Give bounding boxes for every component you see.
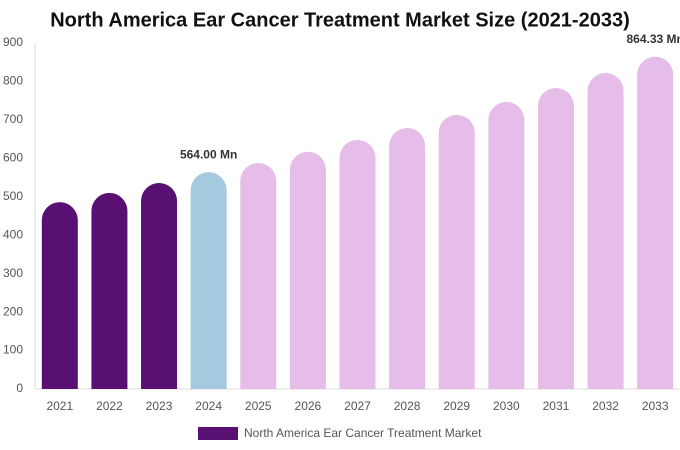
bar (488, 101, 525, 390)
bar (537, 87, 574, 389)
x-tick-label: 2032 (592, 399, 619, 413)
x-tick-label: 2030 (493, 399, 520, 413)
bar (240, 162, 277, 389)
y-tick-label: 500 (3, 189, 23, 203)
x-tick-label: 2023 (146, 399, 173, 413)
y-tick-label: 400 (3, 227, 23, 241)
y-tick-label: 100 (3, 343, 23, 357)
bar (438, 114, 475, 389)
chart-title: North America Ear Cancer Treatment Marke… (50, 9, 630, 31)
x-tick-label: 2028 (394, 399, 421, 413)
x-tick-label: 2029 (443, 399, 470, 413)
y-tick-label: 300 (3, 266, 23, 280)
y-tick-label: 900 (3, 35, 23, 49)
x-tick-label: 2021 (46, 399, 73, 413)
x-tick-label: 2031 (543, 399, 570, 413)
x-tick-label: 2033 (642, 399, 669, 413)
y-tick-label: 700 (3, 112, 23, 126)
bar (41, 202, 78, 389)
y-tick-label: 600 (3, 151, 23, 165)
x-tick-label: 2024 (195, 399, 222, 413)
bar (91, 192, 128, 389)
value-label: 864.33 Mn (627, 32, 680, 46)
value-label: 564.00 Mn (180, 147, 237, 161)
bar (637, 56, 674, 389)
x-tick-label: 2026 (295, 399, 322, 413)
bar (339, 139, 376, 389)
y-tick-label: 800 (3, 74, 23, 88)
bar (190, 172, 227, 389)
x-tick-label: 2022 (96, 399, 123, 413)
bar (289, 151, 326, 389)
x-tick-label: 2027 (344, 399, 371, 413)
bar (389, 127, 426, 390)
bar (587, 72, 624, 389)
legend-swatch (198, 427, 238, 440)
legend-label: North America Ear Cancer Treatment Marke… (244, 426, 482, 440)
y-tick-label: 200 (3, 304, 23, 318)
y-tick-label: 0 (16, 381, 23, 395)
x-tick-label: 2025 (245, 399, 272, 413)
bar (141, 182, 178, 389)
